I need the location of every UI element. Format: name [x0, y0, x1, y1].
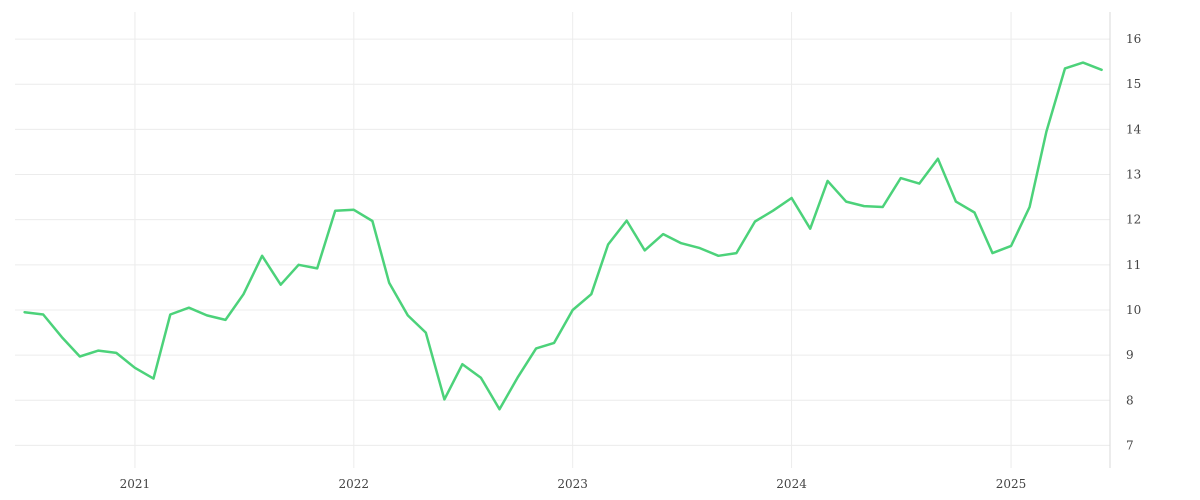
- y-tick-label: 13: [1126, 168, 1141, 182]
- grid-layer: [15, 12, 1110, 468]
- y-tick-label: 7: [1126, 438, 1134, 452]
- x-tick-label: 2021: [120, 477, 151, 491]
- y-tick-label: 9: [1126, 348, 1134, 362]
- y-tick-label: 8: [1126, 393, 1134, 407]
- series-layer: [23, 61, 1103, 411]
- axis-layer: 7 8 9 10 11 12 13 14 15 16 2021 2022 2023 2024 2025: [120, 12, 1142, 491]
- x-tick-label: 2022: [339, 477, 370, 491]
- y-tick-label: 10: [1126, 303, 1141, 317]
- y-tick-label: 12: [1126, 213, 1141, 227]
- x-tick-label: 2024: [776, 477, 807, 491]
- x-tick-label: 2025: [996, 477, 1027, 491]
- y-tick-label: 11: [1126, 258, 1141, 272]
- y-tick-label: 16: [1126, 32, 1141, 46]
- y-tick-label: 14: [1126, 122, 1142, 136]
- series-line: [23, 61, 1103, 411]
- y-tick-label: 15: [1126, 77, 1141, 91]
- x-tick-label: 2023: [557, 477, 588, 491]
